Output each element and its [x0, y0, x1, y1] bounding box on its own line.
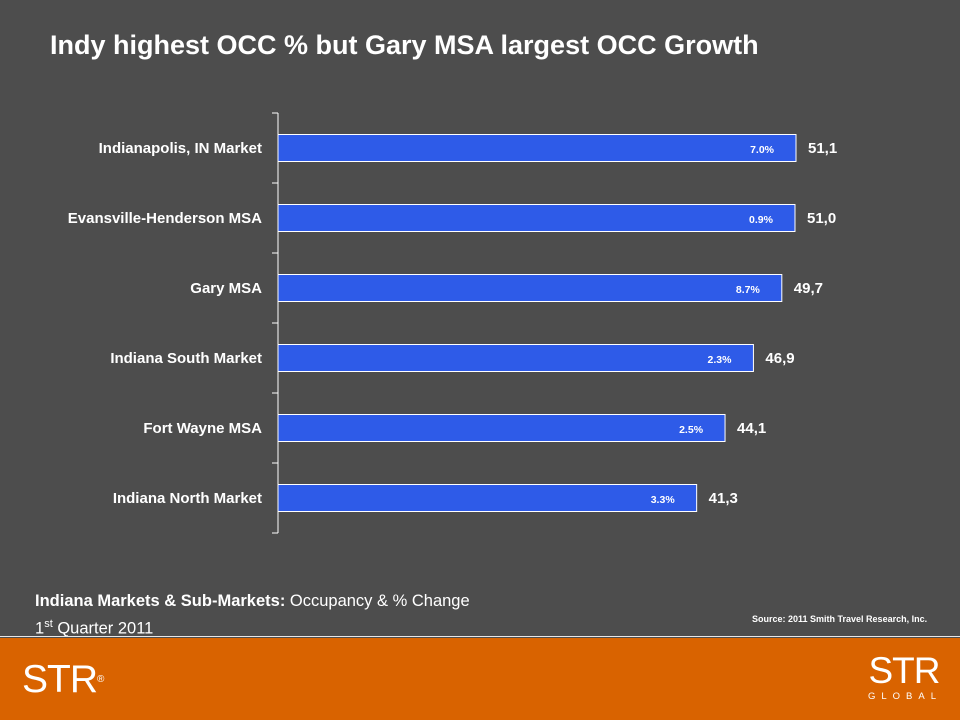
category-label: Indianapolis, IN Market: [99, 140, 262, 157]
subtitle-bold: Indiana Markets & Sub-Markets:: [35, 592, 286, 610]
str-global-logo-sub: GLOBAL: [868, 691, 943, 702]
str-global-logo-text: STR: [868, 650, 941, 691]
quarter-suffix: st: [44, 618, 53, 630]
subtitle-line-2: 1st Quarter 2011: [35, 613, 470, 641]
occupancy-bar-chart: Indianapolis, IN Market 7.0% 51,1 Evansvill…: [68, 112, 837, 534]
str-logo: STR®: [22, 660, 104, 700]
category-label: Indiana South Market: [110, 350, 262, 367]
bar: [277, 414, 726, 442]
subtitle-normal: Occupancy & % Change: [285, 592, 470, 610]
pct-change-label: 7.0%: [750, 144, 775, 156]
slide-title: Indy highest OCC % but Gary MSA largest …: [50, 30, 759, 60]
bar: [277, 204, 796, 232]
value-label: 41,3: [709, 490, 738, 507]
category-label: Gary MSA: [190, 280, 262, 297]
source-note: Source: 2011 Smith Travel Research, Inc.: [752, 614, 928, 624]
value-label: 46,9: [765, 350, 794, 367]
pct-change-label: 2.5%: [679, 424, 704, 436]
quarter-number: 1: [35, 619, 45, 638]
pct-change-label: 3.3%: [651, 494, 676, 506]
chart-subtitle: Indiana Markets & Sub-Markets: Occupancy…: [35, 590, 470, 641]
bar: [277, 484, 698, 512]
footer-divider: [0, 636, 960, 637]
value-label: 44,1: [737, 420, 766, 437]
subtitle-line-1: Indiana Markets & Sub-Markets: Occupancy…: [35, 590, 470, 613]
str-global-logo: STR GLOBAL: [868, 650, 943, 703]
registered-mark: ®: [97, 674, 105, 685]
bar: [277, 274, 783, 302]
str-logo-text: STR: [22, 658, 98, 701]
footer-bar: STR® STR GLOBAL: [0, 638, 960, 720]
bar: [277, 344, 754, 372]
category-label: Fort Wayne MSA: [143, 420, 262, 437]
value-label: 49,7: [794, 280, 823, 297]
pct-change-label: 2.3%: [707, 354, 732, 366]
pct-change-label: 8.7%: [736, 284, 761, 296]
category-label: Indiana North Market: [113, 490, 262, 507]
value-label: 51,0: [807, 210, 836, 227]
quarter-rest: Quarter 2011: [52, 619, 154, 638]
category-label: Evansville-Henderson MSA: [68, 210, 262, 227]
pct-change-label: 0.9%: [749, 214, 774, 226]
bar: [277, 134, 797, 162]
value-label: 51,1: [808, 140, 837, 157]
